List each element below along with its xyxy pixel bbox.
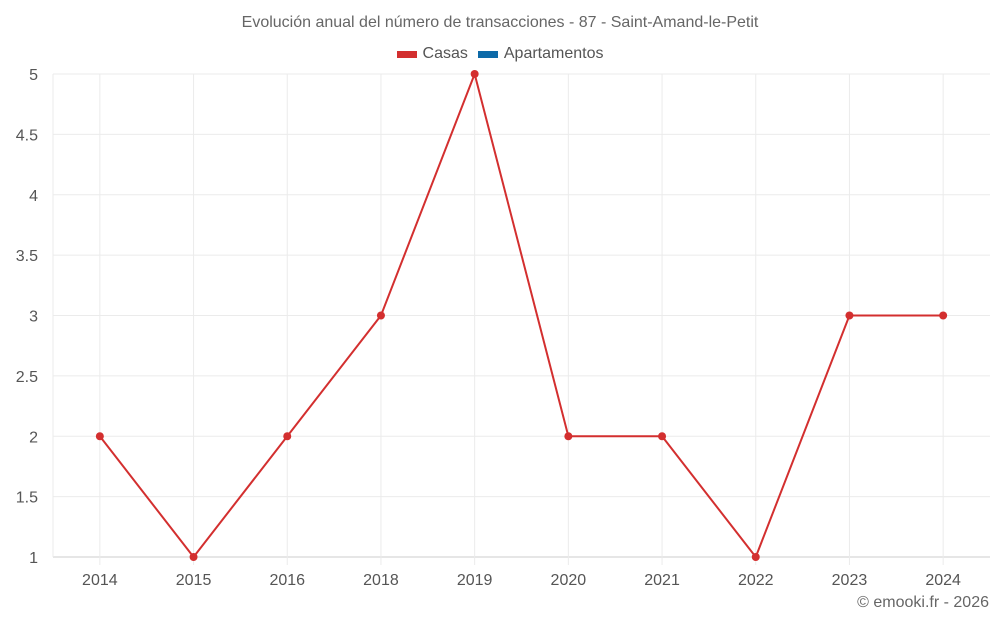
x-tick-label: 2015: [176, 572, 212, 589]
y-tick-label: 2: [29, 429, 38, 446]
x-tick-label: 2023: [832, 572, 868, 589]
x-tick-label: 2022: [738, 572, 774, 589]
data-point: [939, 311, 948, 320]
y-tick-label: 5: [29, 67, 38, 84]
x-tick-label: 2019: [457, 572, 493, 589]
x-tick-label: 2018: [363, 572, 399, 589]
data-point: [189, 553, 198, 561]
legend-label-casas: Casas: [422, 45, 468, 62]
x-tick-label: 2014: [82, 572, 118, 589]
data-point: [658, 432, 667, 441]
legend-swatch-casas: [396, 50, 417, 58]
x-tick-label: 2020: [551, 572, 587, 589]
chart-title: Evolución anual del número de transaccio…: [241, 14, 759, 31]
y-tick-label: 1.5: [16, 490, 38, 507]
legend-swatch-apartamentos: [477, 50, 498, 58]
legend-item-casas[interactable]: Casas: [396, 45, 468, 63]
y-tick-label: 3.5: [16, 248, 38, 265]
y-tick-label: 4.5: [16, 127, 38, 144]
y-tick-label: 4: [29, 188, 38, 205]
series-line-casas: [99, 73, 944, 558]
copyright-credit: © emooki.fr - 2026: [857, 594, 989, 611]
x-tick-label: 2016: [269, 572, 305, 589]
data-point: [564, 432, 573, 441]
data-point: [95, 432, 104, 441]
chart-legend: Casas Apartamentos: [0, 45, 1000, 63]
data-point: [470, 70, 479, 78]
y-tick-label: 3: [29, 309, 38, 326]
legend-label-apartamentos: Apartamentos: [503, 45, 604, 62]
x-tick-label: 2024: [925, 572, 961, 589]
y-tick-label: 1: [29, 550, 38, 567]
data-point: [845, 311, 854, 320]
data-point: [283, 432, 292, 441]
y-tick-label: 2.5: [16, 369, 38, 386]
data-point: [376, 311, 385, 320]
x-tick-label: 2021: [644, 572, 680, 589]
data-point: [751, 553, 760, 561]
legend-item-apartamentos[interactable]: Apartamentos: [477, 45, 604, 63]
